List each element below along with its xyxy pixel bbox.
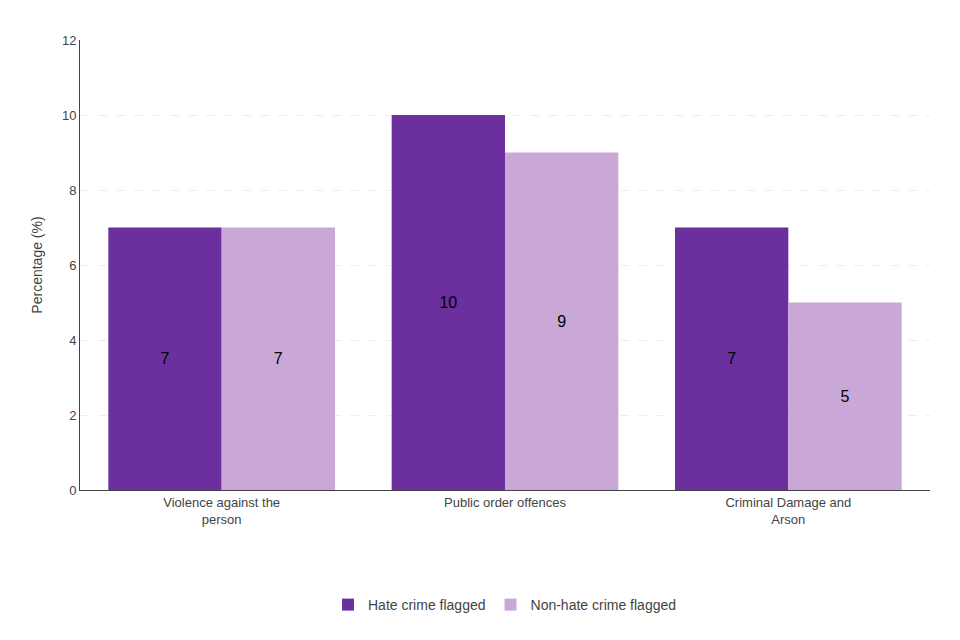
svg-text:9: 9 [557, 313, 566, 330]
svg-text:6: 6 [69, 258, 76, 273]
svg-text:10: 10 [439, 294, 457, 311]
svg-text:7: 7 [274, 350, 283, 367]
svg-text:5: 5 [841, 388, 850, 405]
svg-text:Percentage (%): Percentage (%) [29, 216, 45, 313]
svg-text:7: 7 [161, 350, 170, 367]
svg-text:10: 10 [62, 108, 76, 123]
svg-text:Hate crime flagged: Hate crime flagged [368, 597, 486, 613]
svg-text:Criminal Damage andArson: Criminal Damage andArson [725, 495, 851, 527]
svg-text:0: 0 [69, 483, 76, 498]
svg-text:Non-hate crime flagged: Non-hate crime flagged [531, 597, 677, 613]
svg-text:12: 12 [62, 33, 76, 48]
svg-text:Public order offences: Public order offences [444, 495, 566, 510]
svg-text:4: 4 [69, 333, 76, 348]
svg-text:Violence against theperson: Violence against theperson [163, 495, 280, 527]
svg-text:7: 7 [727, 350, 736, 367]
svg-text:2: 2 [69, 408, 76, 423]
svg-text:8: 8 [69, 183, 76, 198]
